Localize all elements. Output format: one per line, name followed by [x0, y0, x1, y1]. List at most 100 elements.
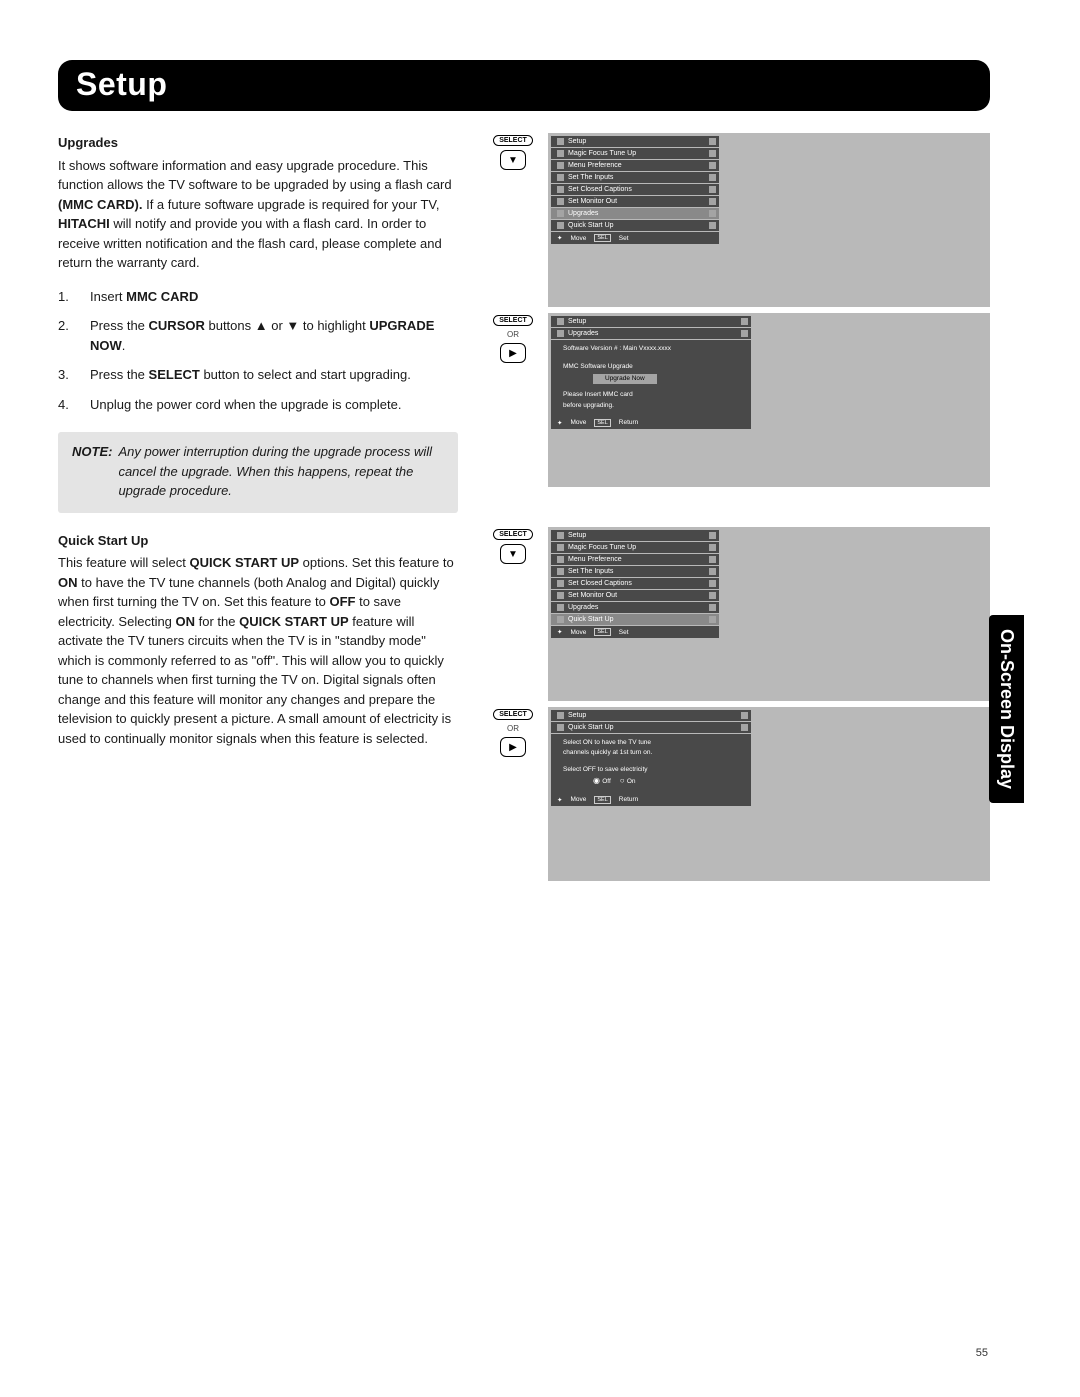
- menu-pref[interactable]: Menu Preference: [551, 554, 719, 565]
- osd-screen-4: Setup Quick Start Up Select ON to have t…: [548, 707, 990, 881]
- menu-setup[interactable]: Setup: [551, 316, 751, 327]
- qs-line-2: channels quickly at 1st turn on.: [563, 748, 743, 758]
- txt: CURSOR: [149, 318, 205, 333]
- osd-block-4: SELECT OR ▶ Setup Quick Start Up Select …: [488, 707, 990, 881]
- on-label: On: [627, 778, 636, 785]
- page-title: Setup: [76, 66, 972, 103]
- txt: ON: [58, 575, 78, 590]
- osd-screen-2: Setup Upgrades Software Version # : Main…: [548, 313, 990, 487]
- menu-setup[interactable]: Setup: [551, 136, 719, 147]
- insert-line-2: before upgrading.: [563, 401, 743, 411]
- menu-monitor-out[interactable]: Set Monitor Out: [551, 196, 719, 207]
- select-button[interactable]: SELECT: [493, 529, 533, 540]
- mmc-upgrade-label: MMC Software Upgrade: [563, 362, 743, 372]
- menu-quick-start-highlighted[interactable]: Quick Start Up: [551, 614, 719, 625]
- upgrade-now-button[interactable]: Upgrade Now: [593, 374, 657, 384]
- menu-magic-focus[interactable]: Magic Focus Tune Up: [551, 542, 719, 553]
- txt: If a future software upgrade is required…: [142, 197, 439, 212]
- txt: (MMC CARD).: [58, 197, 142, 212]
- menu-closed-captions[interactable]: Set Closed Captions: [551, 578, 719, 589]
- or-label: OR: [507, 330, 519, 339]
- txt: QUICK START UP: [190, 555, 300, 570]
- qs-line-1: Select ON to have the TV tune: [563, 738, 743, 748]
- step-3: 3.Press the SELECT button to select and …: [58, 365, 458, 385]
- txt: buttons ▲ or ▼ to highlight: [205, 318, 370, 333]
- osd-hint: ✦MoveSELReturn: [551, 794, 751, 806]
- txt: SELECT: [149, 367, 200, 382]
- or-label: OR: [507, 724, 519, 733]
- quickstart-detail: Select ON to have the TV tune channels q…: [551, 734, 751, 794]
- select-button[interactable]: SELECT: [493, 135, 533, 146]
- txt: Press the: [90, 318, 149, 333]
- menu-upgrades-highlighted[interactable]: Upgrades: [551, 208, 719, 219]
- menu-set-inputs[interactable]: Set The Inputs: [551, 566, 719, 577]
- menu-upgrades[interactable]: Upgrades: [551, 328, 751, 339]
- txt: OFF: [329, 594, 355, 609]
- remote-hints-4: SELECT OR ▶: [488, 707, 538, 757]
- page-content: Upgrades It shows software information a…: [58, 133, 990, 881]
- upgrades-body: It shows software information and easy u…: [58, 156, 458, 273]
- menu-monitor-out[interactable]: Set Monitor Out: [551, 590, 719, 601]
- txt: .: [122, 338, 126, 353]
- osd-screen-3: Setup Magic Focus Tune Up Menu Preferenc…: [548, 527, 990, 701]
- txt: This feature will select: [58, 555, 190, 570]
- txt: ON: [176, 614, 196, 629]
- right-button[interactable]: ▶: [500, 343, 526, 363]
- upgrade-steps: 1.Insert MMC CARD 2.Press the CURSOR but…: [58, 287, 458, 415]
- osd-hint: ✦MoveSELSet: [551, 626, 719, 638]
- menu-setup[interactable]: Setup: [551, 710, 751, 721]
- right-button[interactable]: ▶: [500, 737, 526, 757]
- menu-set-inputs[interactable]: Set The Inputs: [551, 172, 719, 183]
- quickstart-heading: Quick Start Up: [58, 531, 458, 551]
- version-label: Software Version # : Main Vxxxx.xxxx: [563, 344, 743, 354]
- menu-quick-start[interactable]: Quick Start Up: [551, 220, 719, 231]
- txt: feature will activate the TV tuners circ…: [58, 614, 451, 746]
- osd-block-2: SELECT OR ▶ Setup Upgrades Software Vers…: [488, 313, 990, 487]
- step-1: 1.Insert MMC CARD: [58, 287, 458, 307]
- txt: Unplug the power cord when the upgrade i…: [90, 395, 401, 415]
- right-column: SELECT ▼ Setup Magic Focus Tune Up Menu …: [488, 133, 990, 881]
- radio-off-icon[interactable]: ◉: [593, 776, 602, 785]
- note-box: NOTE: Any power interruption during the …: [58, 432, 458, 513]
- remote-hints-2: SELECT OR ▶: [488, 313, 538, 363]
- down-button[interactable]: ▼: [500, 150, 526, 170]
- off-label: Off: [602, 778, 611, 785]
- txt: will notify and provide you with a flash…: [58, 216, 442, 270]
- note-text: Any power interruption during the upgrad…: [118, 442, 444, 501]
- note-label: NOTE:: [72, 442, 112, 501]
- txt: for the: [195, 614, 239, 629]
- menu-upgrades[interactable]: Upgrades: [551, 602, 719, 613]
- osd-block-1: SELECT ▼ Setup Magic Focus Tune Up Menu …: [488, 133, 990, 307]
- remote-hints-1: SELECT ▼: [488, 133, 538, 170]
- upgrade-detail: Software Version # : Main Vxxxx.xxxx MMC…: [551, 340, 751, 417]
- txt: options. Set this feature to: [299, 555, 454, 570]
- down-button[interactable]: ▼: [500, 544, 526, 564]
- select-button[interactable]: SELECT: [493, 709, 533, 720]
- txt: Press the: [90, 367, 149, 382]
- txt: button to select and start upgrading.: [200, 367, 411, 382]
- radio-on-icon[interactable]: ○: [620, 776, 627, 785]
- select-button[interactable]: SELECT: [493, 315, 533, 326]
- txt: It shows software information and easy u…: [58, 158, 452, 193]
- upgrades-heading: Upgrades: [58, 133, 458, 153]
- menu-magic-focus[interactable]: Magic Focus Tune Up: [551, 148, 719, 159]
- quickstart-body: This feature will select QUICK START UP …: [58, 553, 458, 748]
- page-number: 55: [976, 1347, 988, 1359]
- osd-screen-1: Setup Magic Focus Tune Up Menu Preferenc…: [548, 133, 990, 307]
- qs-line-3: Select OFF to save electricity: [563, 765, 743, 775]
- menu-setup[interactable]: Setup: [551, 530, 719, 541]
- osd-hint: ✦MoveSELSet: [551, 232, 719, 244]
- side-tab: On-Screen Display: [989, 615, 1024, 803]
- page-title-bar: Setup: [58, 60, 990, 111]
- osd-block-3: SELECT ▼ Setup Magic Focus Tune Up Menu …: [488, 527, 990, 701]
- txt: HITACHI: [58, 216, 110, 231]
- menu-closed-captions[interactable]: Set Closed Captions: [551, 184, 719, 195]
- menu-quick-start[interactable]: Quick Start Up: [551, 722, 751, 733]
- remote-hints-3: SELECT ▼: [488, 527, 538, 564]
- txt: MMC CARD: [126, 289, 198, 304]
- insert-line-1: Please Insert MMC card: [563, 390, 743, 400]
- txt: QUICK START UP: [239, 614, 349, 629]
- menu-pref[interactable]: Menu Preference: [551, 160, 719, 171]
- left-column: Upgrades It shows software information a…: [58, 133, 458, 881]
- txt: Insert: [90, 289, 126, 304]
